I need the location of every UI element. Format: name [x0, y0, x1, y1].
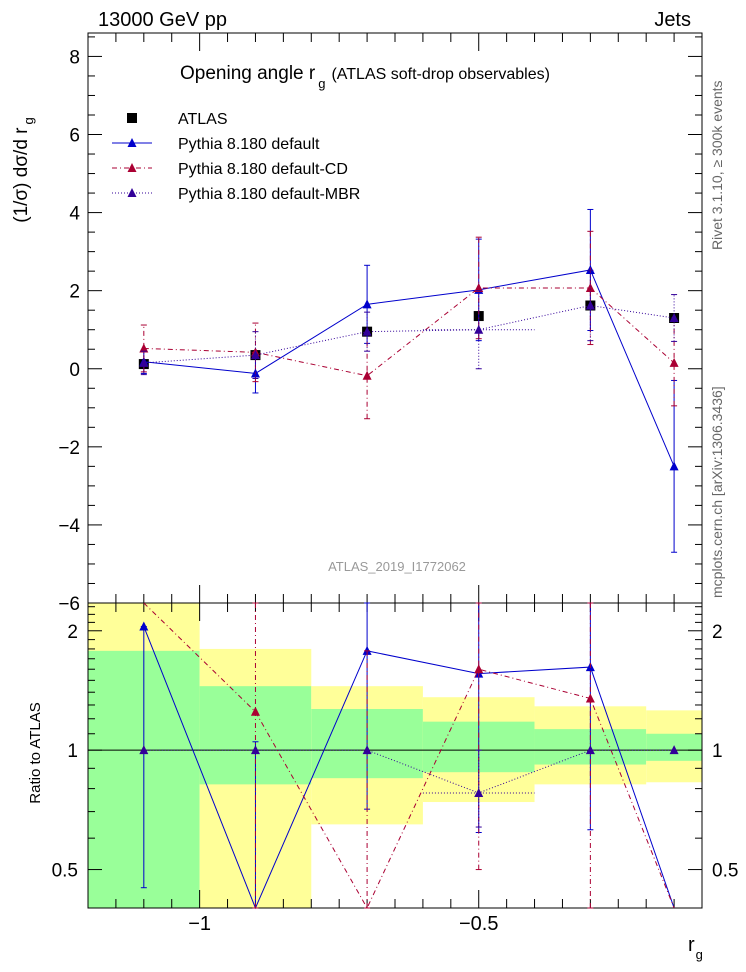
ratio-marker: [139, 621, 149, 631]
data-marker: [669, 313, 679, 322]
legend-label: Pythia 8.180 default-CD: [178, 161, 348, 178]
ratio-marker: [474, 664, 484, 674]
data-marker: [250, 350, 260, 360]
data-marker: [474, 282, 484, 292]
ratio-ylabel: Ratio to ATLAS: [27, 702, 44, 803]
ratio-tick-label-right: 2: [712, 622, 723, 643]
energy-label: 13000 GeV pp: [98, 9, 227, 31]
mcplots-info: mcplots.cern.ch [arXiv:1306.3436]: [709, 386, 725, 598]
data-marker: [139, 357, 149, 367]
process-label: Jets: [654, 9, 691, 31]
data-marker: [139, 343, 149, 353]
data-marker: [585, 300, 595, 310]
ratio-tick-label-right: 0.5: [712, 861, 738, 882]
y-tick-label: 0: [69, 360, 80, 381]
legend-marker: [127, 163, 137, 172]
plot-title: Opening angle r g(ATLAS soft-drop observa…: [180, 63, 550, 91]
analysis-id: ATLAS_2019_I1772062: [328, 559, 466, 574]
legend-marker: [127, 113, 137, 123]
data-marker: [585, 282, 595, 292]
y-tick-label: 8: [69, 47, 80, 68]
series-line: [143, 269, 675, 467]
data-series: [138, 208, 680, 910]
ratio-tick-label: 2: [67, 622, 78, 643]
ratio-marker: [585, 693, 595, 703]
main-ylabel: (1/σ) dσ/d rg: [11, 117, 36, 223]
ratio-tick-label-right: 1: [712, 741, 723, 762]
legend-marker: [127, 188, 137, 197]
x-tick-label: −0.5: [459, 913, 498, 935]
data-marker: [669, 357, 679, 367]
data-marker: [669, 461, 679, 471]
legend-label: Pythia 8.180 default-MBR: [178, 186, 360, 203]
ratio-line: [143, 749, 675, 794]
ratio-tick-label: 1: [67, 741, 78, 762]
data-marker: [362, 370, 372, 380]
main-series: [139, 208, 679, 553]
ratio-line: [143, 626, 675, 910]
ratio-tick-label: 0.5: [52, 861, 78, 882]
ratio-marker: [669, 745, 679, 755]
y-tick-label: 4: [69, 204, 80, 225]
axis-ticks: −6 −4 −2 0 2 4 6 8 0.5 0.5 1 1 2 2 −1 −0.5: [52, 33, 738, 935]
legend-label: Pythia 8.180 default: [178, 136, 320, 153]
ratio-marker: [362, 745, 372, 755]
series-line: [143, 304, 675, 364]
main-series: [139, 269, 679, 380]
ratio-series: [139, 745, 679, 828]
y-tick-label: 6: [69, 126, 80, 147]
ratio-series: [143, 602, 675, 910]
legend: ATLAS Pythia 8.180 default Pythia 8.180 de…: [112, 111, 360, 203]
ratio-marker: [250, 745, 260, 755]
data-marker: [362, 299, 372, 309]
y-tick-label: 2: [69, 282, 80, 303]
x-tick-label: −1: [188, 913, 211, 935]
series-line: [143, 287, 675, 377]
main-series: [138, 300, 680, 370]
data-marker: [474, 324, 484, 334]
ratio-marker: [585, 745, 595, 755]
y-tick-label: −4: [58, 516, 80, 537]
x-axis-label: rg: [688, 934, 703, 962]
ratio-marker: [474, 787, 484, 797]
uncertainty-bands: [88, 603, 702, 908]
y-tick-label: −2: [58, 438, 80, 459]
ratio-marker: [139, 745, 149, 755]
data-marker: [362, 326, 372, 336]
legend-label: ATLAS: [178, 111, 228, 128]
rivet-info: Rivet 3.1.10, ≥ 300k events: [709, 80, 725, 250]
legend-marker: [127, 138, 137, 147]
main-series: [139, 230, 679, 420]
ratio-marker: [250, 706, 260, 716]
y-tick-label: −6: [58, 594, 80, 615]
